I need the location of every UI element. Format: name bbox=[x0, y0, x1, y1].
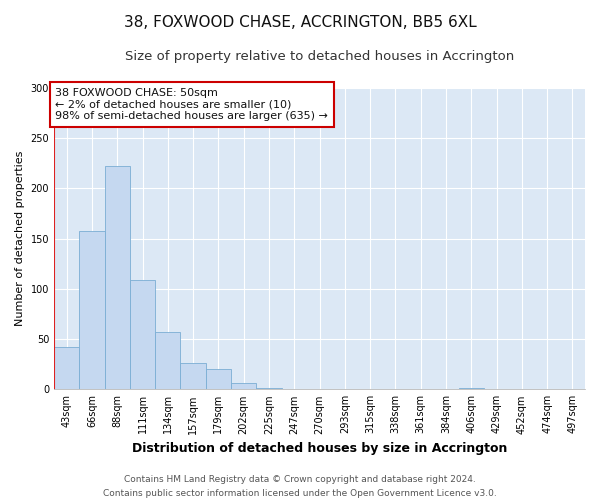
X-axis label: Distribution of detached houses by size in Accrington: Distribution of detached houses by size … bbox=[132, 442, 507, 455]
Text: Contains HM Land Registry data © Crown copyright and database right 2024.
Contai: Contains HM Land Registry data © Crown c… bbox=[103, 476, 497, 498]
Bar bbox=[206, 369, 231, 390]
Bar bbox=[155, 332, 181, 390]
Text: 38, FOXWOOD CHASE, ACCRINGTON, BB5 6XL: 38, FOXWOOD CHASE, ACCRINGTON, BB5 6XL bbox=[124, 15, 476, 30]
Bar bbox=[104, 166, 130, 390]
Bar bbox=[54, 347, 79, 390]
Bar bbox=[458, 388, 484, 390]
Bar bbox=[79, 230, 104, 390]
Text: 38 FOXWOOD CHASE: 50sqm
← 2% of detached houses are smaller (10)
98% of semi-det: 38 FOXWOOD CHASE: 50sqm ← 2% of detached… bbox=[55, 88, 328, 121]
Y-axis label: Number of detached properties: Number of detached properties bbox=[15, 151, 25, 326]
Bar bbox=[181, 363, 206, 390]
Bar bbox=[231, 384, 256, 390]
Bar bbox=[256, 388, 281, 390]
Title: Size of property relative to detached houses in Accrington: Size of property relative to detached ho… bbox=[125, 50, 514, 63]
Bar bbox=[130, 280, 155, 390]
